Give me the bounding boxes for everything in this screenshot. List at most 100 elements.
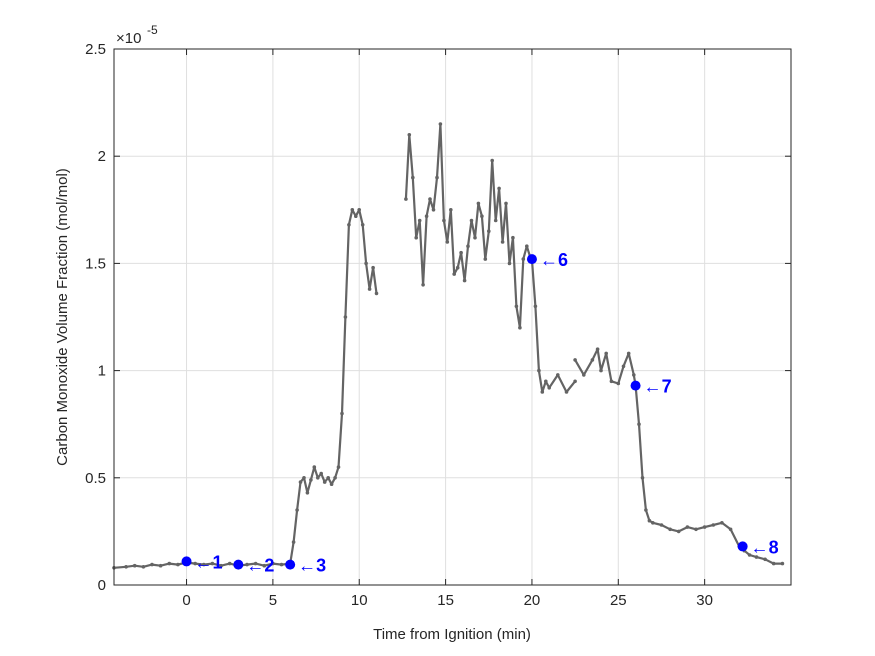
plot-frame: [113, 48, 792, 586]
series-point: [644, 508, 648, 512]
series-point: [480, 214, 484, 218]
series-point: [544, 379, 548, 384]
series-point: [407, 133, 412, 137]
series-point: [322, 480, 327, 484]
series-point: [305, 491, 310, 495]
y-axis-ticks: 0 0.5 1 1.5 2 2.5: [85, 41, 791, 594]
series-point: [455, 265, 460, 270]
series-point: [295, 508, 299, 512]
series-point: [319, 471, 324, 476]
y-tick-label: 0: [98, 577, 106, 594]
series-point: [500, 240, 505, 244]
series-point: [604, 351, 608, 356]
series-point: [354, 214, 358, 218]
series-point: [367, 287, 372, 291]
series-point: [132, 563, 137, 568]
y-tick-label: 0.5: [85, 470, 106, 487]
y-tick-label: 1.5: [85, 255, 106, 272]
y-exponent-power: -5: [147, 23, 158, 37]
series-point: [357, 208, 362, 212]
series-point: [632, 373, 636, 377]
series-point: [141, 565, 146, 569]
series-point: [540, 390, 545, 394]
y-tick-label: 1: [98, 363, 106, 380]
series-point: [176, 562, 180, 567]
series-point: [621, 364, 626, 369]
series-point: [347, 223, 351, 227]
event-marker: [233, 559, 244, 570]
series-point: [298, 480, 303, 484]
x-tick-label: 10: [351, 592, 368, 609]
series-point: [210, 561, 215, 566]
series-point: [504, 201, 508, 206]
series-point: [676, 529, 681, 534]
event-marker-label: ←7: [644, 377, 672, 397]
series-point: [340, 411, 344, 416]
series-point: [514, 304, 519, 309]
series-point: [771, 561, 776, 566]
series-point: [507, 261, 512, 266]
series-point: [404, 197, 408, 201]
series-point: [469, 218, 474, 223]
series-point: [754, 555, 759, 559]
series-point: [262, 563, 267, 568]
series-point: [599, 368, 603, 373]
series-point: [609, 379, 614, 384]
series-point: [435, 175, 439, 180]
x-tick-label: 20: [524, 592, 541, 609]
series-point: [350, 208, 355, 212]
series-point: [537, 368, 541, 373]
series-point: [564, 390, 569, 394]
series-point: [521, 257, 526, 261]
series-point: [438, 122, 443, 126]
series-point: [711, 523, 716, 527]
series-point: [271, 561, 275, 566]
series-point: [511, 235, 515, 240]
event-marker: [181, 556, 192, 567]
series-point: [720, 521, 724, 525]
series-point: [626, 351, 631, 356]
series-point: [309, 478, 313, 482]
series-point: [329, 482, 334, 487]
series-point: [476, 201, 481, 206]
event-marker-label: ←3: [298, 556, 326, 576]
series-point: [326, 476, 331, 480]
event-marker-label: ←6: [540, 250, 568, 270]
series-point: [462, 278, 467, 283]
series-point: [411, 175, 415, 180]
series-point: [490, 158, 495, 163]
event-marker: [737, 541, 748, 552]
series-line-segment: [404, 122, 576, 394]
series-point: [659, 523, 664, 527]
series-point: [360, 223, 365, 227]
series-point: [158, 563, 163, 568]
series-point: [193, 561, 197, 566]
event-marker: [285, 559, 296, 570]
series-point: [445, 240, 450, 244]
series-point: [336, 465, 341, 469]
series-point: [595, 347, 600, 352]
series-point: [493, 218, 498, 223]
series-point: [668, 527, 672, 532]
series-point: [483, 257, 488, 261]
series-point: [459, 250, 463, 255]
y-tick-label: 2: [98, 148, 106, 165]
series-point: [452, 272, 457, 276]
x-tick-label: 15: [437, 592, 454, 609]
series-point: [279, 562, 284, 567]
x-axis-label: Time from Ignition (min): [373, 626, 531, 643]
series-point: [150, 562, 154, 567]
series-point: [343, 315, 348, 319]
event-marker-label: ←8: [751, 537, 779, 557]
series-point: [414, 235, 419, 240]
series-point: [374, 291, 379, 296]
series-point: [417, 218, 422, 223]
event-marker: [630, 380, 641, 391]
series-point: [780, 561, 785, 566]
x-axis-ticks: 0 5 10 15 20 25 30: [182, 49, 713, 609]
series-point: [573, 379, 577, 384]
series-point: [219, 563, 223, 568]
series-point: [333, 476, 337, 480]
y-exponent-base: ×10: [116, 30, 141, 47]
